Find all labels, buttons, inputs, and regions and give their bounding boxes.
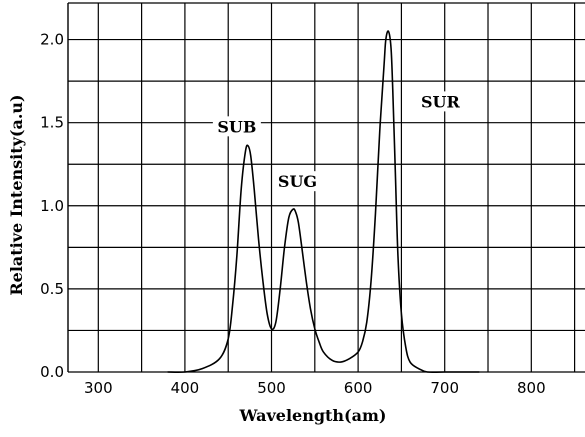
y-tick-label: 0.0 bbox=[40, 363, 64, 381]
x-tick-label: 700 bbox=[430, 379, 459, 397]
x-tick-label: 800 bbox=[517, 379, 546, 397]
grid bbox=[67, 2, 585, 373]
x-axis-title: Wavelength(am) bbox=[239, 406, 387, 425]
y-tick-label: 1.0 bbox=[40, 197, 64, 215]
x-tick-label: 300 bbox=[84, 379, 113, 397]
x-tick-label: 500 bbox=[257, 379, 286, 397]
peak-label-sur: SUR bbox=[421, 92, 461, 111]
series-line bbox=[167, 30, 480, 374]
peak-label-sub: SUB bbox=[217, 117, 256, 136]
x-tick-label: 400 bbox=[171, 379, 200, 397]
y-axis-title: Relative Intensity(a.u) bbox=[7, 94, 26, 295]
peak-label-bg bbox=[416, 91, 465, 112]
x-tick-label: 600 bbox=[344, 379, 373, 397]
y-tick-label: 2.0 bbox=[40, 31, 64, 49]
y-tick-label: 0.5 bbox=[40, 280, 64, 298]
peak-label-sug: SUG bbox=[278, 172, 317, 191]
peak-label-bg bbox=[212, 116, 261, 137]
peak-labels: SUB SUG SUR bbox=[212, 91, 465, 192]
peak-label-bg bbox=[273, 171, 322, 192]
tick-labels: 300 400 500 600 700 800 0.0 0.5 1.0 1.5 2.0 bbox=[40, 31, 545, 397]
y-tick-label: 1.5 bbox=[40, 114, 64, 132]
